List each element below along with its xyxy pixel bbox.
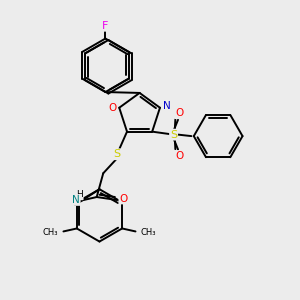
- Text: CH₃: CH₃: [141, 227, 156, 236]
- Text: O: O: [176, 151, 184, 161]
- Text: O: O: [119, 194, 128, 203]
- Text: O: O: [109, 103, 117, 113]
- Text: O: O: [176, 108, 184, 118]
- Text: H: H: [76, 190, 83, 200]
- Text: S: S: [113, 149, 120, 159]
- Text: N: N: [163, 101, 170, 111]
- Text: S: S: [170, 130, 177, 140]
- Text: F: F: [102, 21, 109, 31]
- Text: N: N: [72, 195, 80, 205]
- Text: CH₃: CH₃: [43, 227, 58, 236]
